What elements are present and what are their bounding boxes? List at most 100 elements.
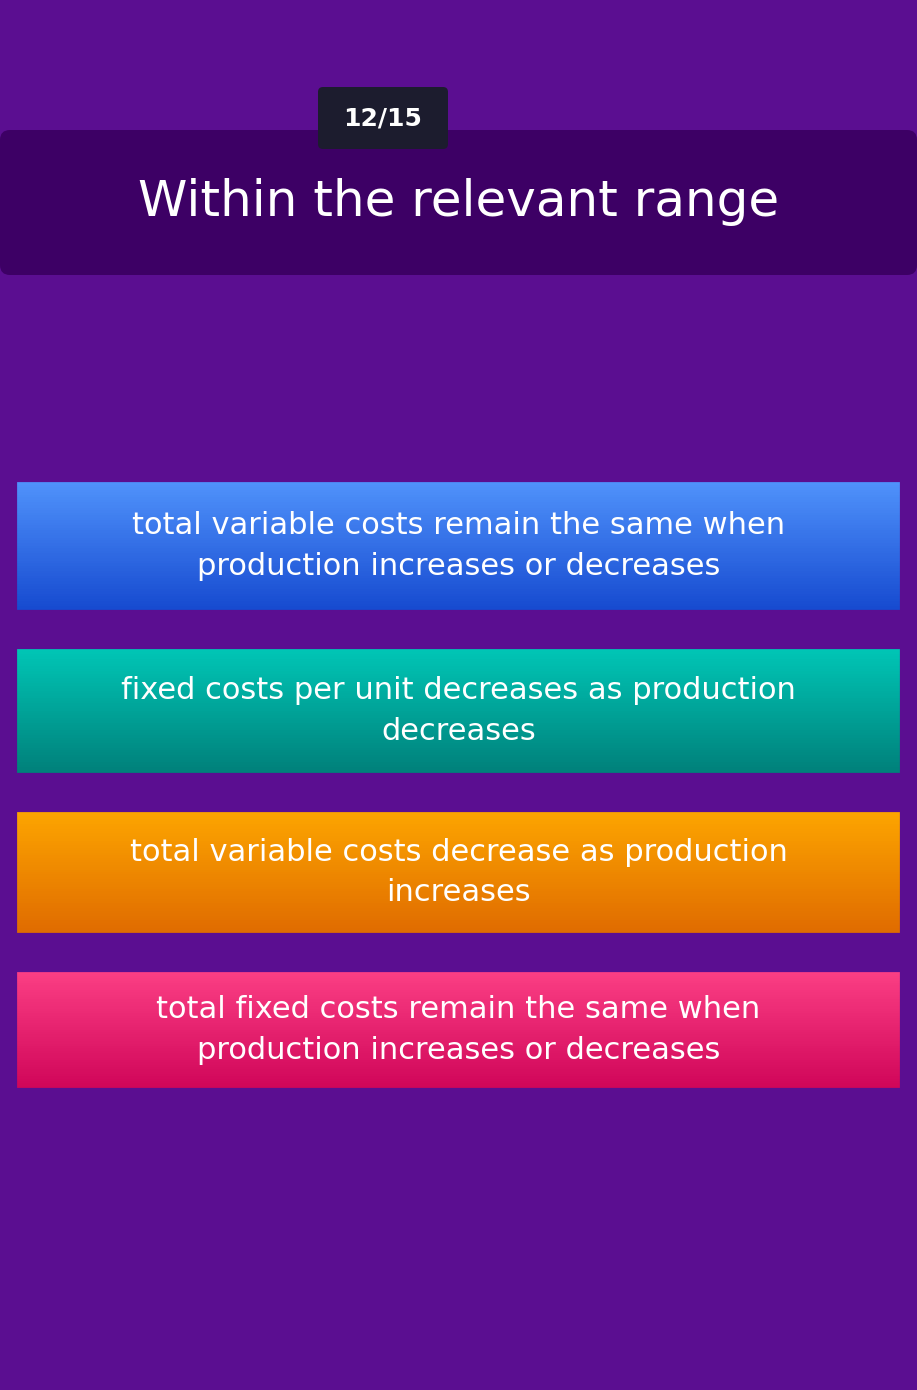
- Bar: [5, 548, 912, 550]
- Bar: [5, 489, 912, 493]
- Bar: [5, 802, 912, 805]
- Bar: [5, 997, 912, 999]
- Bar: [5, 706, 912, 709]
- Bar: [5, 1023, 912, 1026]
- Bar: [5, 523, 912, 525]
- Bar: [5, 812, 912, 815]
- Bar: [5, 751, 912, 753]
- Bar: [5, 1038, 912, 1041]
- Bar: [5, 485, 912, 488]
- Bar: [5, 674, 912, 677]
- Bar: [5, 594, 912, 596]
- Bar: [5, 578, 912, 581]
- Bar: [5, 940, 912, 942]
- Bar: [5, 897, 912, 899]
- Bar: [5, 965, 912, 967]
- Text: fixed costs per unit decreases as production
decreases: fixed costs per unit decreases as produc…: [121, 677, 796, 746]
- FancyBboxPatch shape: [0, 131, 917, 275]
- Bar: [5, 532, 912, 537]
- Bar: [5, 543, 912, 546]
- Bar: [5, 708, 912, 712]
- Bar: [5, 913, 912, 916]
- Bar: [5, 528, 912, 531]
- Bar: [5, 927, 912, 930]
- Bar: [5, 730, 912, 733]
- Bar: [5, 559, 912, 562]
- Bar: [5, 653, 912, 656]
- Bar: [5, 619, 912, 621]
- Bar: [5, 983, 912, 986]
- Bar: [5, 826, 912, 828]
- Bar: [5, 710, 912, 713]
- Bar: [5, 986, 912, 988]
- Bar: [5, 799, 912, 802]
- Bar: [5, 1074, 912, 1077]
- Bar: [5, 845, 912, 848]
- Bar: [5, 541, 912, 543]
- Bar: [5, 901, 912, 904]
- Bar: [5, 1009, 912, 1012]
- Bar: [5, 835, 912, 838]
- Bar: [5, 477, 912, 480]
- Bar: [5, 500, 912, 503]
- Bar: [5, 842, 912, 847]
- Bar: [5, 1052, 912, 1055]
- Bar: [5, 906, 912, 909]
- Bar: [5, 858, 912, 860]
- Bar: [5, 694, 912, 696]
- Bar: [5, 659, 912, 662]
- Bar: [5, 684, 912, 687]
- Bar: [5, 990, 912, 992]
- Bar: [5, 716, 912, 719]
- Bar: [5, 563, 912, 566]
- Bar: [5, 502, 912, 506]
- Bar: [5, 713, 912, 716]
- Bar: [5, 560, 912, 564]
- Bar: [5, 933, 912, 935]
- Bar: [5, 860, 912, 863]
- Bar: [5, 783, 912, 785]
- Bar: [5, 767, 912, 770]
- Bar: [5, 838, 912, 841]
- Bar: [5, 671, 912, 674]
- Bar: [5, 890, 912, 892]
- Bar: [5, 603, 912, 607]
- Bar: [5, 760, 912, 763]
- Bar: [5, 637, 912, 639]
- Bar: [5, 880, 912, 883]
- Bar: [5, 1088, 912, 1091]
- Bar: [5, 1083, 912, 1086]
- Bar: [5, 602, 912, 605]
- Bar: [5, 773, 912, 776]
- Bar: [5, 720, 912, 723]
- Bar: [5, 538, 912, 541]
- Text: total variable costs decrease as production
increases: total variable costs decrease as product…: [129, 838, 788, 908]
- Bar: [5, 994, 912, 998]
- Bar: [5, 851, 912, 853]
- Bar: [5, 717, 912, 721]
- Bar: [5, 596, 912, 599]
- Bar: [5, 728, 912, 731]
- Bar: [5, 916, 912, 919]
- Bar: [5, 1045, 912, 1048]
- Bar: [5, 1041, 912, 1044]
- Bar: [5, 535, 912, 538]
- Bar: [5, 1095, 912, 1098]
- Bar: [5, 1006, 912, 1009]
- Bar: [5, 1030, 912, 1033]
- Bar: [5, 819, 912, 821]
- Bar: [5, 666, 912, 669]
- Bar: [5, 669, 912, 671]
- Bar: [5, 733, 912, 735]
- Bar: [5, 581, 912, 584]
- Bar: [5, 662, 912, 664]
- Bar: [5, 1034, 912, 1037]
- Bar: [5, 987, 912, 990]
- Bar: [5, 691, 912, 694]
- Bar: [5, 1058, 912, 1061]
- Bar: [5, 1072, 912, 1074]
- Bar: [5, 867, 912, 870]
- Bar: [5, 834, 912, 837]
- Bar: [5, 726, 912, 728]
- Bar: [5, 752, 912, 755]
